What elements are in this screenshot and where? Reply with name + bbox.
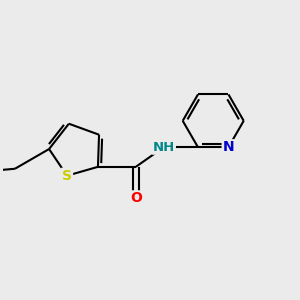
- Text: S: S: [62, 169, 72, 183]
- Text: N: N: [223, 140, 234, 154]
- Text: O: O: [130, 191, 142, 206]
- Text: NH: NH: [153, 141, 175, 154]
